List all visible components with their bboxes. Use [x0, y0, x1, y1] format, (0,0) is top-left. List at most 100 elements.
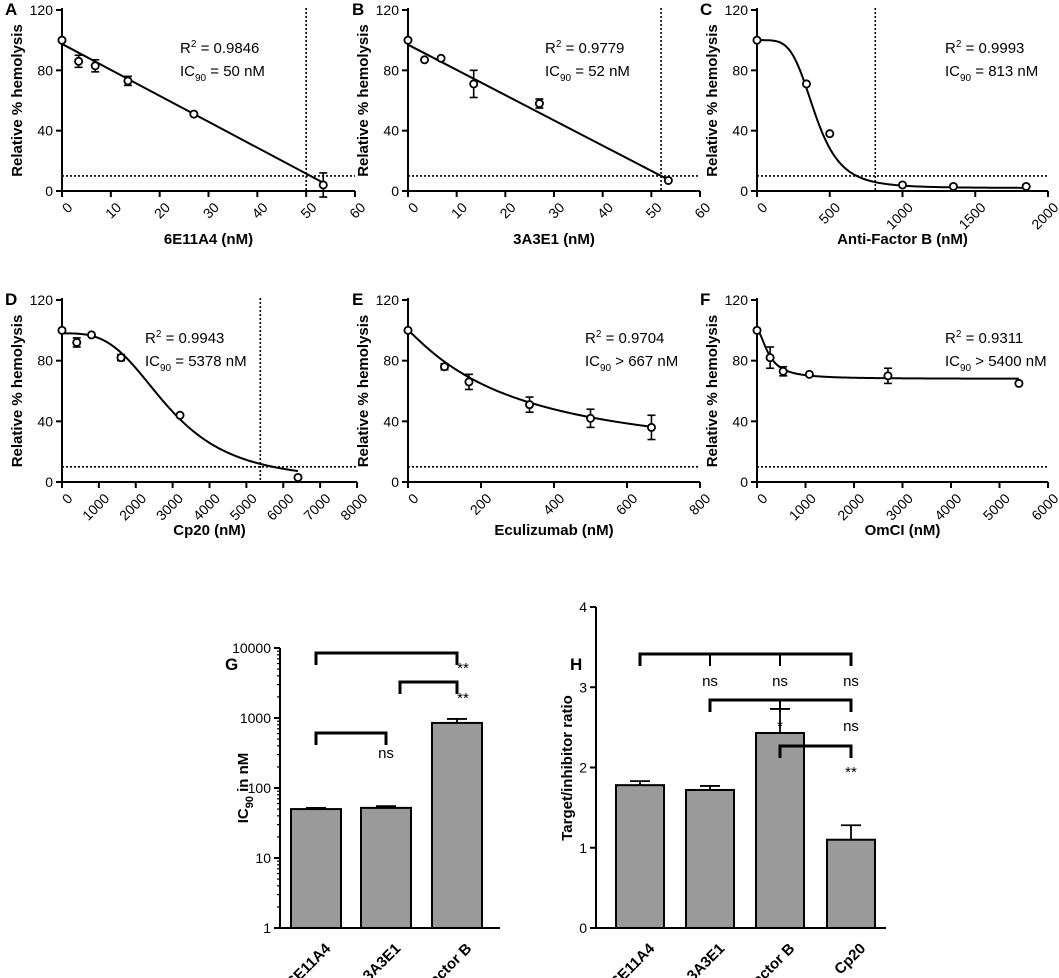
- data-point: [464, 377, 474, 387]
- data-point: [1014, 378, 1024, 388]
- x-tick-label: 7000: [300, 490, 333, 523]
- y-tick-label: 120: [30, 292, 54, 308]
- panel-F: F 0 40 80 120 0 1000 2000 3000 4000 5000 6000 OmCI (…: [700, 290, 1059, 539]
- x-tick-label: 2000: [1028, 199, 1059, 232]
- x-tick-label: 30: [545, 199, 567, 221]
- data-point: [898, 180, 908, 190]
- data-point: [57, 325, 67, 335]
- x-tick-label: 6000: [263, 490, 296, 523]
- data-point: [318, 180, 328, 190]
- panel-letter: E: [352, 290, 363, 309]
- r2-superscript: 2: [556, 39, 562, 50]
- data-point: [87, 330, 97, 340]
- r2-value: = 0.9943: [161, 330, 224, 347]
- r2-symbol: R: [945, 330, 956, 347]
- ic-value: > 5400 nM: [971, 353, 1046, 370]
- x-axis-label: Eculizumab (nM): [494, 522, 613, 539]
- data-point: [420, 55, 430, 65]
- panel-C: C 0 40 80 120 0 500 1000 1500 2000 Anti-Factor B (…: [700, 0, 1059, 248]
- ic-symbol: IC: [585, 353, 600, 370]
- panel-letter: C: [700, 0, 712, 19]
- y-tick-label: 80: [383, 353, 399, 369]
- ic90-label: IC90 = 50 nM: [180, 63, 265, 84]
- panel-letter: H: [570, 655, 582, 674]
- data-point: [403, 325, 413, 335]
- panel-letter: D: [5, 290, 17, 309]
- x-tick-label: 0: [59, 199, 76, 216]
- x-tick-label: 0: [59, 490, 76, 507]
- panel-letter: B: [352, 0, 364, 19]
- data-point: [1021, 181, 1031, 191]
- ic-value: = 813 nM: [971, 63, 1038, 80]
- significance-bracket: [398, 680, 459, 694]
- data-point: [586, 413, 596, 423]
- x-tick-label: 3000: [153, 490, 186, 523]
- y-axis-label: Relative % hemolysis: [355, 315, 372, 468]
- r2-superscript: 2: [191, 39, 197, 50]
- y-tick-label: 100: [248, 780, 272, 796]
- y-tick-label: 120: [376, 2, 400, 18]
- y-tick-label: 40: [732, 413, 748, 429]
- ic90-label: IC90 > 5400 nM: [945, 353, 1047, 374]
- panel-letter: G: [225, 655, 238, 674]
- x-axis-label: Anti-Factor B (nM): [837, 231, 968, 248]
- data-point: [525, 400, 535, 410]
- data-point: [123, 76, 133, 86]
- x-tick-label: 6000: [1028, 490, 1059, 523]
- significance-bracket: [314, 651, 459, 665]
- x-tick-label: 30: [200, 199, 222, 221]
- r2-label: R2 = 0.9311: [945, 329, 1023, 347]
- ic90-label: IC90 = 5378 nM: [145, 353, 247, 374]
- data-point: [436, 53, 446, 63]
- y-axis-label: IC90 in nM: [235, 753, 256, 824]
- ic-subscript: 90: [600, 363, 612, 374]
- y-tick-label: 1000: [240, 710, 271, 726]
- y-tick-label: 120: [30, 2, 54, 18]
- ic-symbol: IC: [945, 63, 960, 80]
- panel-B: B 0 40 80 120 0 10 20 30 40 50 60 3A3E1 (nM) Relative…: [352, 0, 714, 248]
- y-tick-label: 80: [37, 62, 53, 78]
- bar: [360, 806, 412, 929]
- x-tick-label: 400: [540, 490, 568, 518]
- y-tick-label: 1: [579, 840, 587, 856]
- y-tick-label: 40: [732, 123, 748, 139]
- r2-label: R2 = 0.9993: [945, 39, 1024, 57]
- x-tick-label: 3A3E1: [684, 940, 728, 978]
- bar: [290, 808, 342, 929]
- significance-label: ns: [843, 673, 859, 690]
- x-tick-label: 8000: [337, 490, 370, 523]
- x-tick-label: 4000: [931, 490, 964, 523]
- data-point: [72, 337, 82, 347]
- y-axis-label: Relative % hemolysis: [704, 315, 721, 468]
- x-tick-label: 3000: [883, 490, 916, 523]
- x-tick-label: 10: [102, 199, 124, 221]
- y-tick-label: 40: [383, 123, 399, 139]
- fit-line: [407, 43, 669, 181]
- y-tick-label: 0: [45, 474, 53, 490]
- x-tick-label: 0: [405, 490, 422, 507]
- r2-value: = 0.9846: [196, 40, 259, 57]
- r2-label: R2 = 0.9943: [145, 329, 224, 347]
- panel-A: A 0 40 80 120 0 10 20 30 40 50 60 6E11A4 (nM) Relativ…: [5, 0, 369, 248]
- data-point: [752, 325, 762, 335]
- panel-letter: A: [5, 0, 17, 19]
- x-tick-label: 40: [248, 199, 270, 221]
- x-tick-label: 2000: [834, 490, 867, 523]
- ic-value: = 5378 nM: [171, 353, 246, 370]
- x-tick-label: 6E11A4: [608, 940, 658, 978]
- r2-label: R2 = 0.9779: [545, 39, 624, 57]
- data-point: [778, 366, 788, 376]
- y-tick-label: 80: [383, 62, 399, 78]
- x-tick-label: Anti-Factor B: [396, 940, 475, 978]
- x-tick-label: 60: [691, 199, 713, 221]
- y-tick-label: 40: [383, 413, 399, 429]
- x-tick-label: 0: [754, 490, 771, 507]
- y-tick-label: 0: [740, 474, 748, 490]
- x-tick-label: 5000: [227, 490, 260, 523]
- y-axis-label: Relative % hemolysis: [9, 24, 26, 177]
- ic-symbol: IC: [235, 808, 252, 823]
- x-tick-label: 50: [642, 199, 664, 221]
- ic-subscript: 90: [195, 73, 207, 84]
